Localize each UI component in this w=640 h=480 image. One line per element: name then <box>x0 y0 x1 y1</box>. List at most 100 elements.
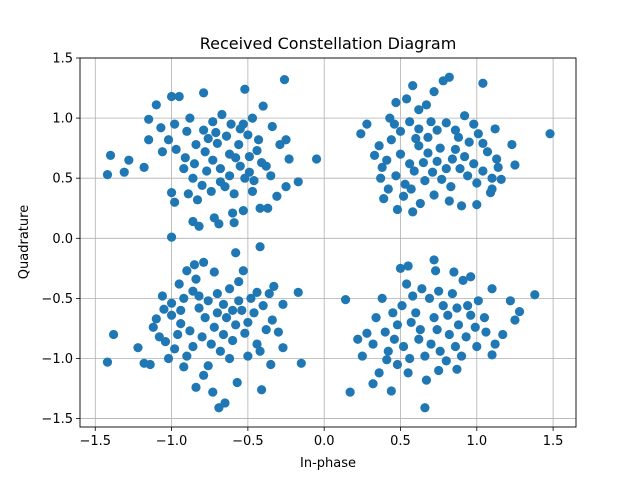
data-point <box>170 197 180 207</box>
data-point <box>180 153 190 163</box>
data-point <box>369 150 380 160</box>
data-point <box>185 326 195 336</box>
data-point <box>212 138 222 148</box>
data-point <box>478 166 488 176</box>
data-point <box>427 167 438 177</box>
data-point <box>432 325 442 335</box>
data-point <box>293 287 303 297</box>
data-point <box>255 346 265 356</box>
data-point <box>252 145 262 156</box>
data-point <box>183 189 193 199</box>
data-point <box>243 351 253 361</box>
data-point <box>444 329 454 340</box>
data-point <box>191 382 201 392</box>
data-point <box>383 346 393 356</box>
data-point <box>464 137 474 147</box>
data-point <box>435 346 445 356</box>
data-point <box>199 88 209 98</box>
data-point <box>461 332 471 342</box>
data-point <box>257 157 267 168</box>
x-tick-label: 1.0 <box>466 434 487 449</box>
data-point <box>492 154 502 164</box>
data-point <box>408 291 418 301</box>
data-point <box>221 131 232 141</box>
data-point <box>166 232 177 242</box>
data-point <box>224 171 235 181</box>
data-point <box>156 123 166 133</box>
data-point <box>469 119 479 129</box>
data-point <box>159 304 169 314</box>
data-point <box>405 353 415 364</box>
data-point <box>415 325 425 335</box>
data-point <box>102 169 113 180</box>
data-point <box>224 284 235 294</box>
data-point <box>449 267 459 277</box>
data-point <box>133 343 143 353</box>
data-point <box>246 293 256 303</box>
data-point <box>382 155 392 165</box>
data-point <box>247 186 258 197</box>
data-point <box>144 114 154 124</box>
data-point <box>406 317 416 328</box>
data-point <box>238 266 248 276</box>
data-point <box>408 207 418 217</box>
data-point <box>444 196 454 206</box>
data-point <box>278 299 288 310</box>
data-point <box>252 287 262 297</box>
data-point <box>191 139 201 150</box>
data-point <box>496 174 506 184</box>
data-point <box>406 184 416 194</box>
data-point <box>171 144 181 154</box>
data-point <box>226 119 236 129</box>
data-point <box>218 329 229 340</box>
data-point <box>481 327 491 337</box>
data-point <box>426 339 436 349</box>
y-tick-label: 0.0 <box>52 232 73 247</box>
data-point <box>228 208 238 218</box>
data-point <box>340 294 351 305</box>
data-point <box>514 307 525 317</box>
data-point <box>102 357 113 367</box>
data-point <box>194 221 204 231</box>
data-point <box>255 203 265 213</box>
data-point <box>388 308 398 318</box>
data-point <box>414 105 424 115</box>
data-point <box>379 194 389 204</box>
data-point <box>391 97 401 108</box>
data-point <box>163 135 174 145</box>
data-point <box>472 178 482 188</box>
data-point <box>199 370 209 380</box>
data-point <box>148 322 158 332</box>
data-point <box>459 151 470 162</box>
data-point <box>192 195 203 205</box>
data-point <box>203 361 213 371</box>
data-point <box>456 201 467 211</box>
data-point <box>377 162 387 172</box>
data-point <box>275 139 285 150</box>
data-point <box>238 119 248 129</box>
y-tick-label: −1.5 <box>41 412 73 427</box>
data-point <box>258 101 268 111</box>
data-point <box>434 365 444 376</box>
data-point <box>459 111 470 121</box>
data-point <box>466 272 476 282</box>
plot-frame <box>79 57 577 428</box>
data-point <box>237 305 247 316</box>
data-point <box>345 387 355 397</box>
data-point <box>386 386 396 396</box>
data-point <box>452 364 462 374</box>
data-point <box>189 159 200 169</box>
data-point <box>441 118 451 128</box>
data-point <box>191 274 201 284</box>
data-point <box>243 317 253 328</box>
data-point <box>469 159 479 169</box>
data-point <box>530 290 540 300</box>
data-point <box>414 334 424 344</box>
data-point <box>199 125 209 135</box>
data-point <box>157 291 168 301</box>
data-point <box>206 339 216 349</box>
data-point <box>429 87 439 97</box>
data-point <box>493 162 503 172</box>
data-point <box>261 325 271 335</box>
chart-title: Received Constellation Diagram <box>200 34 457 53</box>
